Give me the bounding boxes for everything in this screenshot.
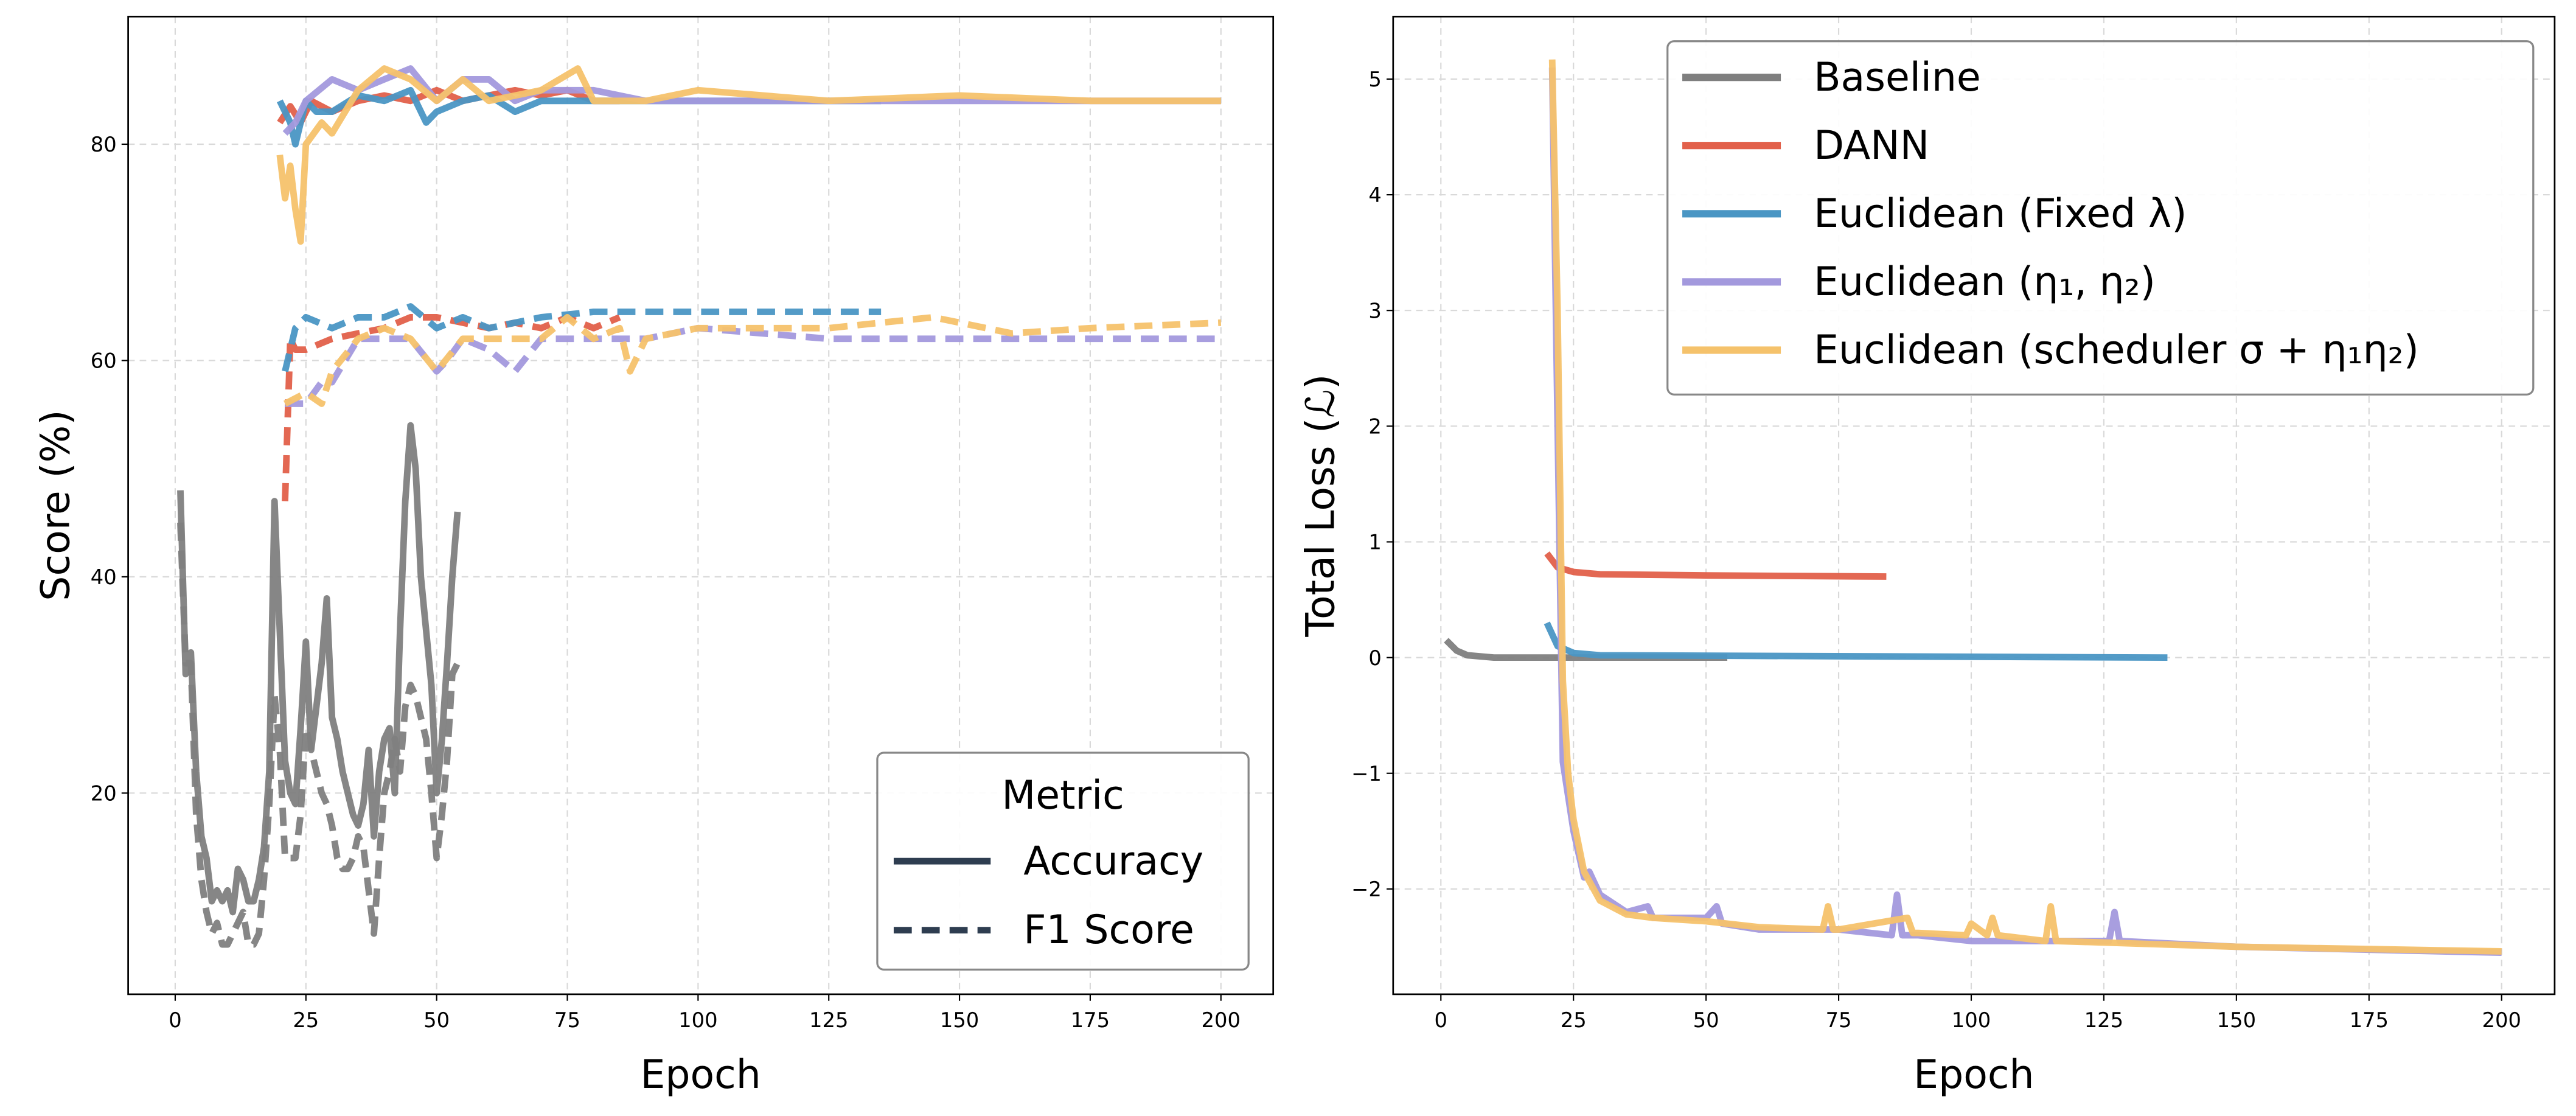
legend-label: Euclidean (Fixed λ) [1814,191,2187,237]
x-tick-label: 25 [293,1008,319,1032]
x-tick-label: 0 [1435,1008,1447,1032]
y-axis-label: Score (%) [33,410,78,601]
y-tick-label: 2 [1368,414,1381,438]
legend-label: F1 Score [1023,907,1194,953]
axes-frame [127,15,1275,996]
x-tick-label: 100 [678,1008,717,1032]
x-tick-label: 175 [1071,1008,1110,1032]
series-line-dann-loss [1544,551,1887,580]
series-group [177,65,1222,948]
y-tick-label: −1 [1351,762,1382,786]
legend: Baseline DANN Euclidean (Fixed λ) Euclidean… [1666,40,2535,396]
legend-label: Baseline [1814,55,1981,100]
series-line-baseline-accuracy [177,422,461,916]
series-group [1444,59,2502,957]
legend-label: Euclidean (η₁, η₂) [1814,259,2156,305]
series-line-baseline-loss [1444,638,1728,661]
legend-label: DANN [1814,123,1929,169]
loss-panel: 0 25 50 75 100 125 150 175 200 −2 −1 0 1 2 3 4 5 Epoch Tot… [1298,15,2556,1098]
x-tick-label: 100 [1952,1008,1991,1032]
score-panel: 0 25 50 75 100 125 150 175 200 20 40 60 80 Epoch Score… [33,15,1275,1098]
y-tick-label: 60 [91,349,117,373]
y-tick-label: 3 [1368,299,1381,323]
legend-title: Metric [1001,773,1124,818]
series-line-dann-f1-score [282,314,621,501]
y-tick-label: 1 [1368,531,1381,554]
legend-label: Accuracy [1023,839,1203,884]
y-tick-label: 4 [1368,183,1381,207]
series-line-euclidean-scheduler-loss [1548,59,2502,955]
y-tick-label: 0 [1368,646,1381,670]
x-tick-label: 175 [2350,1008,2389,1032]
legend-label: Euclidean (scheduler σ + η₁η₂) [1814,327,2419,373]
x-axis-label: Epoch [1913,1052,2034,1098]
x-tick-label: 125 [2084,1008,2123,1032]
x-tick-label: 50 [423,1008,450,1032]
x-tick-label: 50 [1693,1008,1719,1032]
legend-box [876,752,1250,971]
series-line-euclidean-scheduler-1-2-accuracy [276,65,1221,245]
x-axis-label: Epoch [640,1052,761,1098]
series-line-euclidean-scheduler-1-2-f1-score [284,314,1222,407]
series-line-baseline-f1-score [177,522,461,948]
x-tick-label: 25 [1561,1008,1587,1032]
y-tick-label: 20 [91,781,117,805]
series-line-euclidean-fixed-loss [1544,621,2168,661]
series-line-euclidean-1-2-f1-score [285,324,1221,407]
axes-frame [1392,15,2556,996]
x-tick-label: 75 [554,1008,580,1032]
x-tick-label: 0 [169,1008,181,1032]
x-tick-label: 75 [1826,1008,1852,1032]
x-tick-label: 125 [809,1008,848,1032]
x-tick-label: 150 [940,1008,979,1032]
legend: Metric Accuracy F1 Score [876,752,1250,971]
y-tick-label: 80 [91,133,117,156]
y-axis-label: Total Loss (ℒ) [1298,374,1344,638]
series-line-euclidean-fixed-f1-score [282,303,882,372]
x-tick-label: 200 [1202,1008,1241,1032]
x-tick-label: 200 [2482,1008,2521,1032]
y-tick-label: 5 [1368,68,1381,91]
y-tick-label: −2 [1351,877,1382,901]
y-tick-label: 40 [91,565,117,589]
x-tick-label: 150 [2217,1008,2256,1032]
legend-box [1666,40,2535,396]
